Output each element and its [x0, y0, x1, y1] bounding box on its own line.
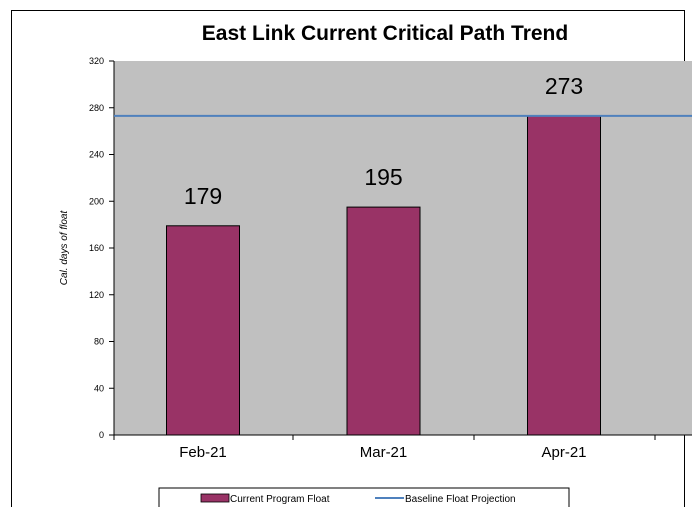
- x-tick-label: Feb-21: [179, 444, 227, 461]
- bar-feb-21: [166, 225, 240, 436]
- y-tick-label: 160: [89, 243, 104, 253]
- bar-mar-21: [346, 206, 421, 436]
- data-label-feb-21: 179: [184, 183, 222, 209]
- y-tick-label: 120: [89, 290, 104, 300]
- y-tick-label: 80: [94, 337, 104, 347]
- legend-box: [158, 487, 570, 507]
- legend: Current Program Float Baseline Float Pro…: [158, 487, 570, 507]
- y-tick-label: 0: [99, 430, 104, 440]
- data-label-mar-21: 195: [364, 164, 402, 190]
- data-labels: 179 195 273: [184, 73, 583, 209]
- y-tick-label: 40: [94, 383, 104, 393]
- x-tick-label: Apr-21: [541, 444, 586, 461]
- y-tick-label: 240: [89, 150, 104, 160]
- bar-series: [166, 115, 601, 436]
- legend-label-current-program-float: Current Program Float: [230, 494, 330, 505]
- bar-apr-21: [527, 115, 601, 436]
- legend-swatch-current-program-float: [200, 493, 230, 503]
- y-tick-label: 280: [89, 103, 104, 113]
- data-label-apr-21: 273: [545, 73, 583, 99]
- legend-label-baseline-float-projection: Baseline Float Projection: [405, 494, 516, 505]
- y-tick-label: 200: [89, 196, 104, 206]
- y-tick-label: 320: [89, 56, 104, 66]
- chart-title: East Link Current Critical Path Trend: [202, 22, 568, 45]
- x-axis: Feb-21 Mar-21 Apr-21: [113, 434, 692, 461]
- x-tick-label: Mar-21: [360, 444, 408, 461]
- y-axis: 0 40 80 120 160 200 240 280 320: [89, 56, 115, 440]
- y-axis-label: Cal. days of float: [59, 210, 70, 286]
